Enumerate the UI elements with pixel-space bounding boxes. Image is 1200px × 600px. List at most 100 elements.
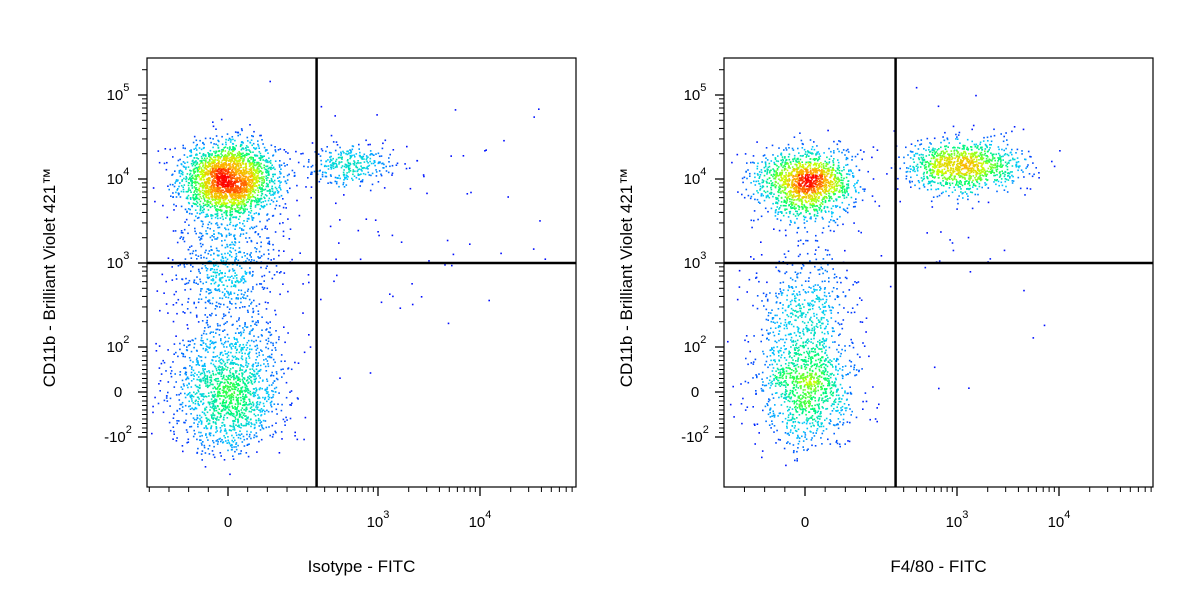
data-point — [234, 174, 236, 176]
data-point — [231, 414, 234, 417]
data-point — [248, 190, 250, 193]
data-point — [227, 153, 230, 155]
data-point — [228, 153, 230, 155]
data-point — [371, 172, 374, 175]
data-point — [251, 368, 254, 370]
data-point — [172, 426, 175, 428]
data-point — [263, 179, 265, 182]
data-point — [229, 214, 231, 216]
data-point — [258, 388, 261, 391]
data-point — [286, 190, 289, 192]
data-point — [209, 153, 211, 155]
data-point — [212, 440, 214, 442]
data-point — [244, 323, 246, 326]
data-point — [200, 395, 203, 397]
data-point — [201, 395, 204, 397]
data-point — [197, 174, 200, 177]
data-point — [251, 409, 253, 411]
data-point — [234, 403, 237, 405]
data-point — [279, 148, 282, 150]
data-point — [230, 293, 232, 295]
data-point — [172, 320, 175, 323]
data-point — [248, 403, 251, 405]
data-point — [243, 202, 246, 205]
data-point — [182, 311, 184, 313]
data-point — [238, 384, 241, 387]
data-point — [241, 182, 243, 184]
data-point — [202, 174, 204, 176]
data-point — [237, 436, 240, 439]
data-point — [251, 194, 254, 196]
data-point — [216, 205, 219, 207]
data-point — [258, 250, 261, 253]
data-point — [263, 405, 265, 407]
data-point — [227, 408, 230, 411]
data-point — [193, 148, 195, 150]
data-point — [345, 152, 347, 155]
data-point — [264, 420, 267, 422]
data-point — [259, 429, 262, 431]
data-point — [244, 352, 246, 355]
data-point — [205, 296, 207, 299]
data-point — [247, 160, 249, 163]
data-point — [212, 258, 215, 260]
data-point — [216, 369, 218, 372]
data-point — [207, 180, 209, 182]
data-point — [216, 163, 218, 165]
data-point — [229, 394, 232, 396]
data-point — [197, 255, 200, 257]
data-point — [230, 362, 232, 364]
data-point — [205, 426, 207, 428]
data-point — [258, 375, 260, 377]
data-point — [269, 189, 271, 191]
data-point — [228, 308, 231, 310]
data-point — [229, 217, 232, 219]
data-point — [191, 179, 193, 182]
data-point — [196, 414, 199, 417]
data-point — [264, 159, 266, 162]
data-point — [201, 372, 203, 375]
data-point — [216, 177, 219, 179]
data-point — [207, 201, 209, 204]
data-point — [235, 180, 238, 183]
data-point — [249, 156, 251, 159]
data-point — [247, 389, 250, 392]
data-point — [254, 247, 256, 249]
data-point — [176, 437, 178, 439]
data-point — [248, 175, 250, 178]
data-point — [269, 203, 272, 205]
data-point — [231, 324, 234, 326]
data-point — [206, 165, 208, 167]
data-point — [268, 161, 271, 163]
data-point — [277, 191, 280, 193]
data-point — [257, 310, 260, 312]
data-point — [258, 396, 260, 398]
data-point — [196, 161, 199, 164]
data-point — [239, 208, 242, 211]
data-point — [193, 172, 195, 175]
data-point — [210, 193, 213, 195]
data-point — [265, 182, 268, 185]
data-point — [251, 165, 254, 168]
data-point — [245, 424, 248, 426]
data-point — [228, 311, 230, 314]
data-point — [214, 206, 216, 209]
data-point — [241, 375, 243, 377]
data-point — [199, 239, 201, 241]
data-point — [270, 177, 273, 180]
data-point — [242, 414, 245, 416]
data-point — [269, 327, 271, 329]
data-point — [450, 155, 452, 157]
data-point — [353, 154, 355, 156]
data-point — [247, 171, 249, 173]
data-point — [215, 301, 218, 304]
data-point — [340, 161, 343, 163]
data-point — [239, 145, 242, 148]
data-point — [196, 360, 199, 362]
data-point — [255, 321, 257, 324]
data-point — [275, 386, 278, 389]
data-point — [203, 330, 206, 332]
data-point — [239, 179, 241, 181]
data-point — [279, 170, 281, 173]
data-point — [253, 212, 256, 215]
